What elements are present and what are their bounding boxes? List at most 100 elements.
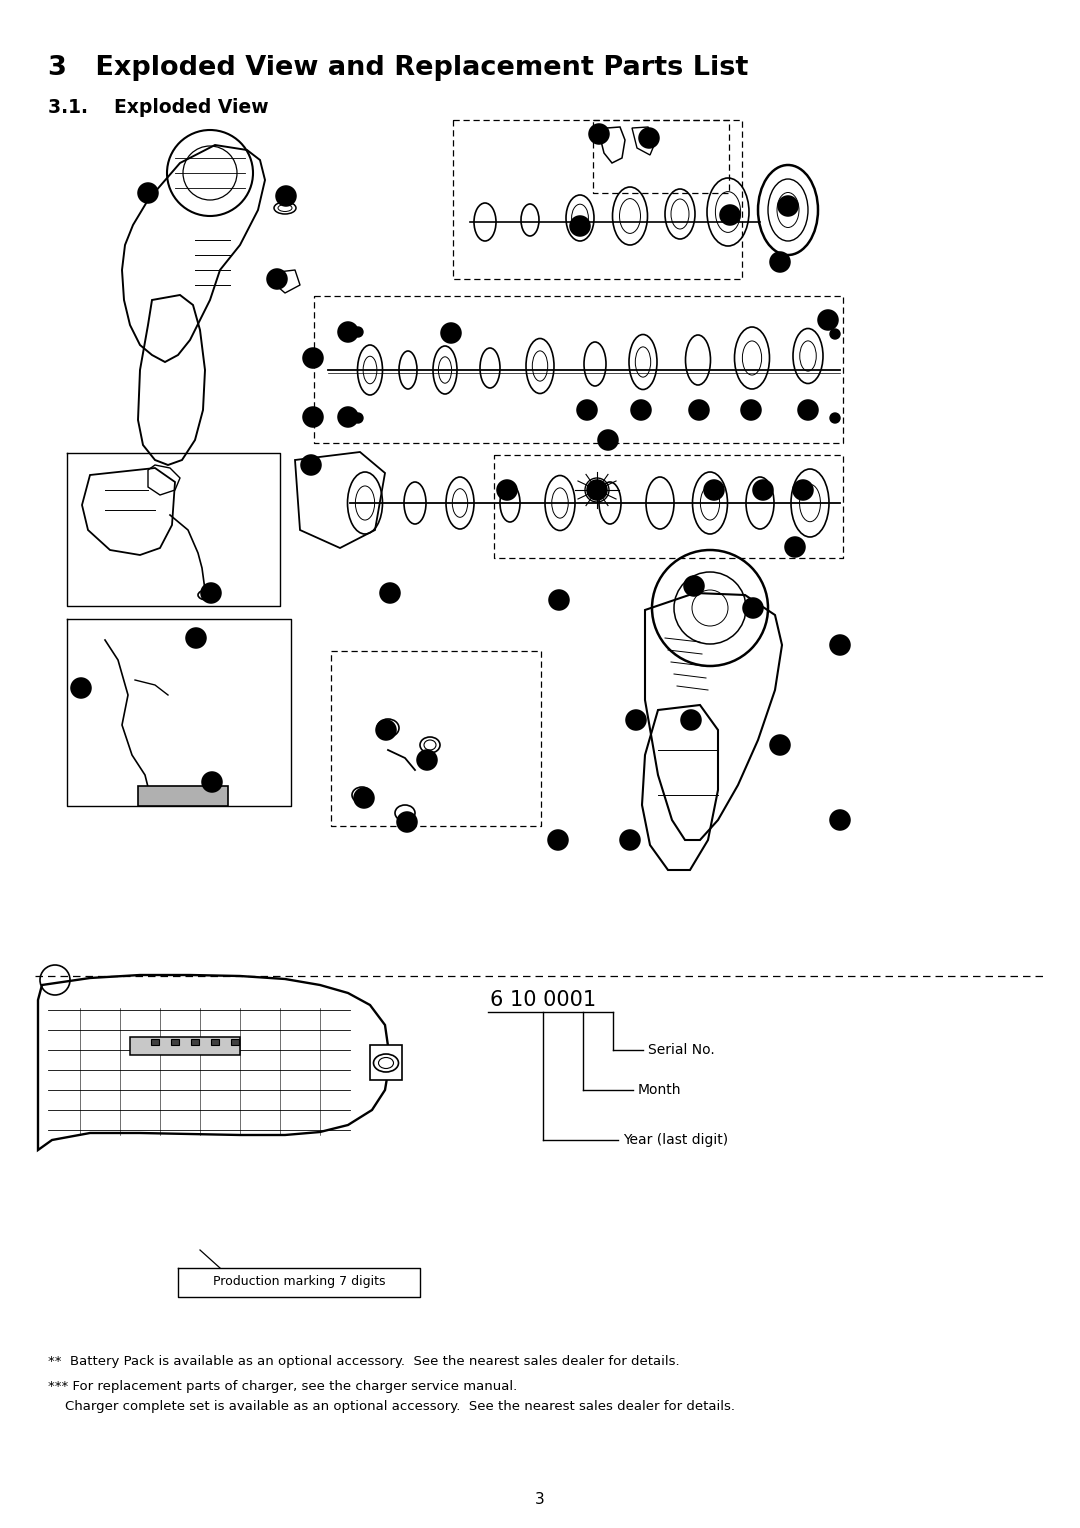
Text: 28: 28 [205, 588, 217, 597]
Text: 6 10 0001: 6 10 0001 [490, 990, 596, 1010]
Circle shape [186, 628, 206, 648]
Bar [370, 1045, 402, 1080]
Circle shape [743, 597, 762, 617]
Text: 22: 22 [591, 484, 604, 495]
Circle shape [303, 348, 323, 368]
Text: 35: 35 [773, 740, 786, 750]
Text: Month: Month [638, 1083, 681, 1097]
Text: Charger complete set is available as an optional accessory.  See the nearest sal: Charger complete set is available as an … [48, 1400, 735, 1413]
Text: 35: 35 [630, 715, 643, 724]
Text: 21: 21 [707, 484, 720, 495]
Text: 15: 15 [445, 329, 457, 338]
Text: 31: 31 [401, 817, 414, 827]
Circle shape [354, 788, 374, 808]
Text: 11: 11 [744, 405, 757, 416]
Text: 35: 35 [834, 814, 847, 825]
Circle shape [785, 536, 805, 558]
Circle shape [626, 711, 646, 730]
Text: 20: 20 [757, 484, 769, 495]
Text: 1: 1 [145, 188, 151, 199]
Text: **  Battery Pack is available as an optional accessory.  See the nearest sales d: ** Battery Pack is available as an optio… [48, 1355, 679, 1368]
Circle shape [681, 711, 701, 730]
Text: Year (last digit): Year (last digit) [623, 1132, 728, 1148]
Circle shape [831, 329, 840, 339]
Text: 12: 12 [692, 405, 705, 416]
Circle shape [71, 678, 91, 698]
Text: 9: 9 [825, 315, 832, 325]
Text: 19: 19 [797, 484, 809, 495]
Text: 35: 35 [834, 640, 847, 649]
Text: 3.1.    Exploded View: 3.1. Exploded View [48, 98, 269, 118]
Circle shape [202, 772, 222, 792]
Circle shape [276, 186, 296, 206]
Circle shape [338, 322, 357, 342]
Circle shape [770, 735, 789, 755]
Circle shape [549, 590, 569, 610]
Text: 33: 33 [271, 274, 283, 284]
Circle shape [570, 215, 590, 235]
Circle shape [397, 811, 417, 833]
Circle shape [497, 480, 517, 500]
Text: 34: 34 [280, 191, 293, 202]
Bar [171, 1039, 179, 1045]
Text: Production marking 7 digits: Production marking 7 digits [213, 1276, 386, 1288]
Text: 14: 14 [581, 405, 593, 416]
Circle shape [201, 584, 221, 604]
Text: 4: 4 [646, 133, 652, 144]
Text: 1: 1 [691, 581, 698, 591]
Bar [191, 1039, 199, 1045]
Text: 3: 3 [596, 128, 603, 139]
Circle shape [417, 750, 437, 770]
Text: 27: 27 [305, 460, 318, 471]
Text: 35: 35 [685, 715, 698, 724]
Circle shape [631, 400, 651, 420]
Circle shape [353, 413, 363, 423]
Text: 18: 18 [788, 542, 801, 552]
Circle shape [301, 455, 321, 475]
Circle shape [753, 480, 773, 500]
Circle shape [589, 124, 609, 144]
Text: *** For replacement parts of charger, see the charger service manual.: *** For replacement parts of charger, se… [48, 1380, 517, 1394]
Text: 13: 13 [635, 405, 647, 416]
Circle shape [353, 327, 363, 338]
Circle shape [380, 584, 400, 604]
Text: 35: 35 [553, 594, 565, 605]
Circle shape [770, 252, 789, 272]
Text: 7: 7 [577, 222, 583, 231]
Text: 3: 3 [535, 1493, 545, 1508]
Circle shape [720, 205, 740, 225]
Text: 35: 35 [623, 834, 636, 845]
Circle shape [577, 400, 597, 420]
Text: 30: 30 [421, 755, 433, 766]
Text: 26: 26 [190, 633, 202, 643]
Circle shape [267, 269, 287, 289]
Circle shape [548, 830, 568, 850]
Bar [211, 1039, 219, 1045]
Bar [231, 1039, 239, 1045]
Text: 32: 32 [357, 793, 370, 804]
Circle shape [831, 636, 850, 656]
Text: Serial No.: Serial No. [648, 1044, 715, 1057]
Circle shape [704, 480, 724, 500]
Circle shape [684, 576, 704, 596]
Circle shape [138, 183, 158, 203]
Text: 10: 10 [801, 405, 814, 416]
Circle shape [441, 322, 461, 342]
Circle shape [598, 429, 618, 451]
Text: 35: 35 [552, 834, 565, 845]
Text: 24: 24 [75, 683, 87, 694]
Circle shape [831, 810, 850, 830]
Circle shape [798, 400, 818, 420]
Bar [151, 1039, 159, 1045]
Text: 6: 6 [727, 209, 733, 220]
Circle shape [620, 830, 640, 850]
Circle shape [639, 128, 659, 148]
Bar [130, 1038, 240, 1054]
Text: 29: 29 [380, 724, 392, 735]
Circle shape [338, 406, 357, 426]
Text: 17: 17 [307, 353, 320, 364]
Circle shape [818, 310, 838, 330]
Bar [138, 785, 228, 805]
Circle shape [376, 720, 396, 740]
Text: 35: 35 [746, 604, 759, 613]
